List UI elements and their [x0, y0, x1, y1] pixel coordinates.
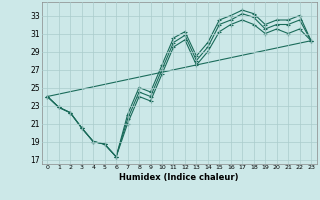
X-axis label: Humidex (Indice chaleur): Humidex (Indice chaleur) — [119, 173, 239, 182]
